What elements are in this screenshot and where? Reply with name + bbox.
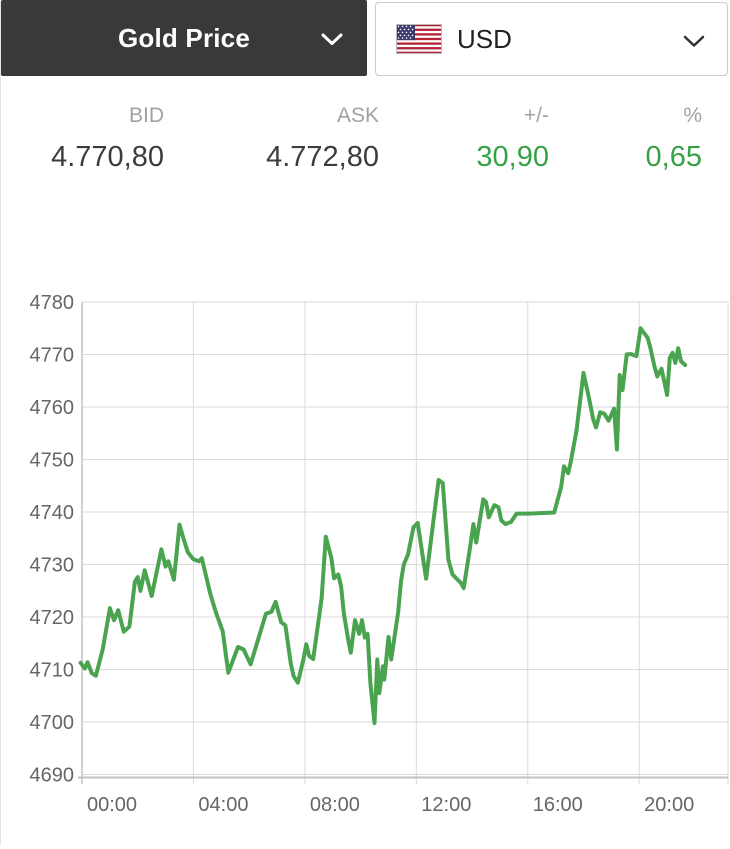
x-tick-label: 20:00	[644, 794, 694, 816]
y-tick-label: 4740	[30, 502, 75, 524]
us-flag-icon	[396, 24, 442, 54]
y-tick-label: 4720	[30, 607, 75, 629]
y-tick-label: 4710	[30, 660, 75, 682]
change-value: 30,90	[476, 141, 549, 173]
y-tick-label: 4770	[30, 345, 75, 367]
y-tick-label: 4700	[30, 712, 75, 734]
change-label: +/-	[523, 104, 549, 127]
x-tick-label: 04:00	[198, 794, 248, 816]
chevron-down-icon	[683, 35, 705, 47]
currency-dropdown[interactable]: USD	[375, 2, 728, 76]
change-cell: +/- 30,90	[379, 104, 549, 174]
currency-label: USD	[457, 23, 512, 54]
y-tick-label: 4730	[30, 555, 75, 577]
widget-header: Gold Price	[1, 0, 730, 80]
bid-cell: BID 4.770,80	[1, 104, 164, 174]
price-chart: 4690 4700 4710 4720 4730 4740 4750 4760 4770 4780…	[1, 284, 730, 844]
bid-value: 4.770,80	[51, 141, 164, 173]
change-percent-cell: % 0,65	[549, 104, 702, 174]
bid-label: BID	[128, 104, 164, 127]
change-percent-value: 0,65	[645, 141, 702, 173]
x-tick-label: 16:00	[533, 794, 583, 816]
instrument-dropdown[interactable]: Gold Price	[1, 0, 367, 76]
y-tick-label: 4760	[30, 397, 75, 419]
change-percent-label: %	[683, 104, 702, 127]
x-tick-label: 08:00	[310, 794, 360, 816]
y-tick-label: 4690	[30, 765, 75, 787]
ask-label: ASK	[336, 104, 379, 127]
ask-value: 4.772,80	[266, 141, 379, 173]
chevron-down-icon	[321, 33, 343, 45]
line-chart: 4690 4700 4710 4720 4730 4740 4750 4760 4770 4780…	[30, 292, 729, 816]
quote-row: BID 4.770,80 ASK 4.772,80 +/- 30,90 % 0,…	[1, 104, 730, 174]
price-line	[78, 326, 688, 725]
ask-cell: ASK 4.772,80	[164, 104, 379, 174]
y-tick-label: 4750	[30, 450, 75, 472]
y-tick-label: 4780	[30, 292, 75, 314]
x-tick-label: 00:00	[87, 794, 137, 816]
x-tick-label: 12:00	[421, 794, 471, 816]
instrument-title: Gold Price	[117, 22, 251, 53]
